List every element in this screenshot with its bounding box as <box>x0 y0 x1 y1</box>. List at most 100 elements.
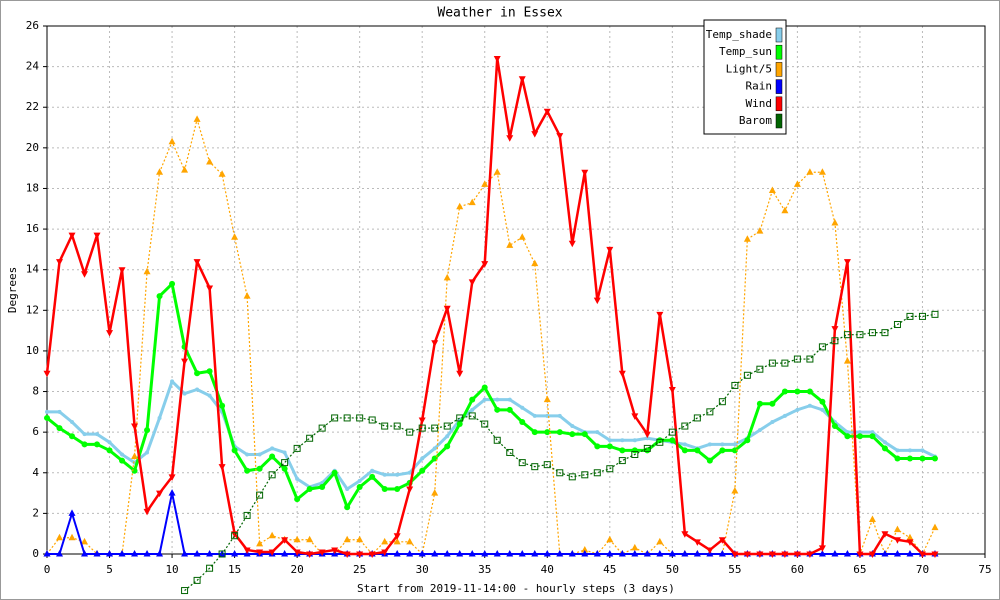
point <box>493 168 501 175</box>
point <box>206 564 214 572</box>
legend-swatch <box>775 27 783 43</box>
point <box>57 409 62 414</box>
point <box>618 457 626 465</box>
point <box>231 447 238 454</box>
point <box>631 447 638 454</box>
point <box>168 474 176 481</box>
point <box>656 437 663 444</box>
point <box>769 400 776 407</box>
point <box>694 447 701 454</box>
point <box>593 297 601 305</box>
point <box>68 533 76 541</box>
point <box>643 431 651 439</box>
x-axis-label: Start from 2019-11-14:00 - hourly steps … <box>357 582 675 595</box>
point <box>931 523 939 531</box>
legend-label: Temp_shade <box>706 28 772 41</box>
point <box>731 551 739 558</box>
point <box>794 388 801 395</box>
point <box>144 427 151 434</box>
point <box>131 423 139 431</box>
point <box>893 321 901 329</box>
y-tick-label: 8 <box>32 385 39 398</box>
x-tick-label: 40 <box>541 563 554 576</box>
point <box>494 406 501 413</box>
point <box>631 450 639 458</box>
point <box>768 359 776 367</box>
point <box>870 430 875 435</box>
point <box>118 267 126 274</box>
point <box>818 168 826 175</box>
point <box>206 368 213 375</box>
point <box>81 550 89 557</box>
point <box>518 550 526 557</box>
point <box>406 486 414 494</box>
point <box>381 486 388 493</box>
point <box>531 259 539 267</box>
point <box>469 396 476 403</box>
point <box>406 428 414 436</box>
point <box>645 436 650 441</box>
point <box>431 424 439 432</box>
point <box>781 388 788 395</box>
point <box>344 504 351 511</box>
point <box>731 381 739 389</box>
point <box>345 487 350 492</box>
point <box>931 551 939 558</box>
point <box>207 393 212 398</box>
chart-title: Weather in Essex <box>437 6 562 21</box>
point <box>693 414 701 422</box>
y-tick-label: 0 <box>32 547 39 560</box>
point <box>193 576 201 584</box>
point <box>293 535 301 543</box>
point <box>768 551 776 558</box>
point <box>656 550 664 557</box>
point <box>681 422 689 430</box>
point <box>431 550 439 557</box>
y-tick-label: 2 <box>32 506 39 519</box>
point <box>120 452 125 457</box>
point <box>145 450 150 455</box>
point <box>706 547 714 554</box>
x-tick-label: 70 <box>916 563 929 576</box>
point <box>206 550 214 557</box>
point <box>432 446 437 451</box>
point <box>382 472 387 477</box>
point <box>581 550 589 557</box>
point <box>581 169 589 177</box>
point <box>557 413 562 418</box>
point <box>419 467 426 474</box>
point <box>506 448 514 456</box>
point <box>181 550 189 557</box>
point <box>568 473 576 481</box>
point <box>418 424 426 432</box>
point <box>920 448 925 453</box>
x-tick-label: 60 <box>791 563 804 576</box>
point <box>656 438 664 446</box>
point <box>356 414 364 422</box>
point <box>482 397 487 402</box>
point <box>706 408 714 416</box>
point <box>843 331 851 339</box>
x-tick-label: 35 <box>478 563 491 576</box>
point <box>418 417 426 424</box>
point <box>370 468 375 473</box>
point <box>518 76 526 83</box>
point <box>443 550 451 557</box>
legend-label: Temp_sun <box>719 45 772 58</box>
legend-label: Barom <box>739 114 772 127</box>
point <box>931 310 939 318</box>
point <box>270 446 275 451</box>
point <box>256 539 264 547</box>
point <box>168 137 176 145</box>
point <box>443 305 451 313</box>
point <box>444 443 451 450</box>
point <box>881 445 888 452</box>
point <box>281 465 288 472</box>
point <box>756 365 764 373</box>
point <box>793 551 801 558</box>
point <box>456 202 464 210</box>
point <box>707 442 712 447</box>
x-tick-label: 5 <box>106 563 113 576</box>
point <box>756 551 764 558</box>
point <box>243 547 251 554</box>
